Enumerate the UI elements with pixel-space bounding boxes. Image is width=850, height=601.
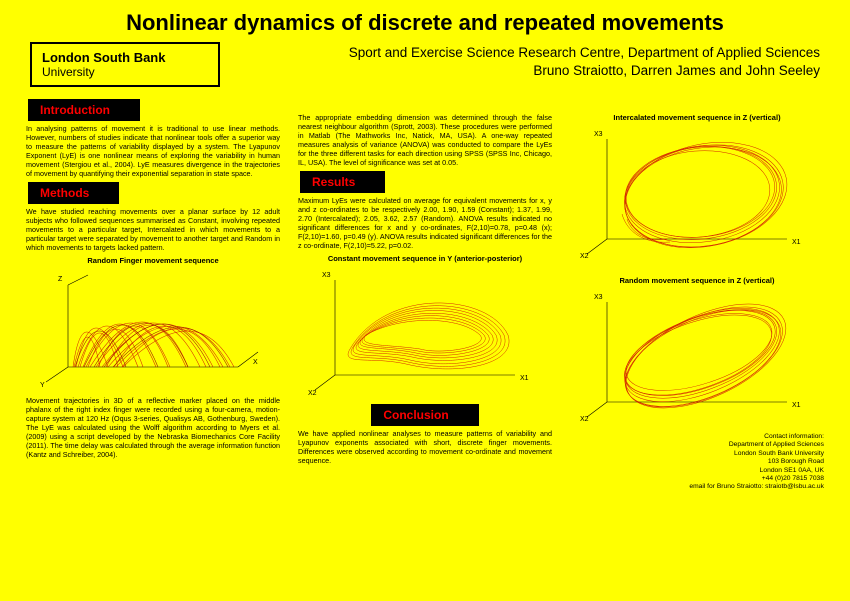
affiliation-dept: Sport and Exercise Science Research Cent… bbox=[234, 44, 820, 62]
contact-line: Department of Applied Sciences bbox=[568, 441, 824, 449]
results-text: Maximum LyEs were calculated on average … bbox=[296, 196, 554, 250]
axis-x2-label: X2 bbox=[308, 390, 317, 397]
section-header-methods: Methods bbox=[28, 182, 119, 204]
chart-random-z: X1 X2 X3 bbox=[568, 287, 826, 427]
axis-x-label: X bbox=[253, 359, 258, 366]
intro-text: In analysing patterns of movement it is … bbox=[24, 124, 282, 178]
axis-x1-label: X1 bbox=[520, 375, 529, 382]
affiliation: Sport and Exercise Science Research Cent… bbox=[234, 42, 820, 80]
axis-y-label: Y bbox=[40, 382, 45, 389]
col2-top-text: The appropriate embedding dimension was … bbox=[296, 113, 554, 167]
contact-line: email for Bruno Straiotto: straiotb@lsbu… bbox=[568, 483, 824, 491]
affiliation-authors: Bruno Straiotto, Darren James and John S… bbox=[234, 62, 820, 80]
institution-line2: University bbox=[42, 65, 208, 79]
columns: Introduction In analysing patterns of mo… bbox=[0, 95, 850, 492]
chart-title-random-finger: Random Finger movement sequence bbox=[24, 256, 282, 265]
column-2: The appropriate embedding dimension was … bbox=[296, 95, 554, 492]
axis-x3-label: X3 bbox=[594, 294, 603, 301]
contact-line: +44 (0)20 7815 7038 bbox=[568, 475, 824, 483]
institution-line1: London South Bank bbox=[42, 50, 208, 65]
chart-intercalated-z: X1 X2 X3 bbox=[568, 124, 826, 264]
contact-line: 103 Borough Road bbox=[568, 458, 824, 466]
axis-x1-label: X1 bbox=[792, 239, 801, 246]
conclusion-text: We have applied nonlinear analyses to me… bbox=[296, 429, 554, 465]
chart-title-constant-y: Constant movement sequence in Y (anterio… bbox=[296, 254, 554, 263]
column-3: Intercalated movement sequence in Z (ver… bbox=[568, 95, 826, 492]
section-header-conclusion: Conclusion bbox=[371, 404, 478, 426]
chart-random-finger: X Y Z bbox=[24, 267, 282, 392]
section-label: Results bbox=[312, 175, 355, 189]
methods-text-1: We have studied reaching movements over … bbox=[24, 207, 282, 252]
axis-x3-label: X3 bbox=[322, 272, 331, 279]
section-label: Conclusion bbox=[383, 408, 448, 422]
chart-constant-y: X1 X2 X3 bbox=[296, 265, 554, 400]
axis-x2-label: X2 bbox=[580, 253, 589, 260]
axis-x1-label: X1 bbox=[792, 402, 801, 409]
chart-title-intercalated-z: Intercalated movement sequence in Z (ver… bbox=[568, 113, 826, 122]
column-1: Introduction In analysing patterns of mo… bbox=[24, 95, 282, 492]
section-header-intro: Introduction bbox=[28, 99, 140, 121]
axis-z-label: Z bbox=[58, 276, 63, 283]
axis-x2-label: X2 bbox=[580, 416, 589, 423]
contact-line: London SE1 0AA, UK bbox=[568, 467, 824, 475]
section-label: Introduction bbox=[40, 103, 110, 117]
methods-text-2: Movement trajectories in 3D of a reflect… bbox=[24, 396, 282, 459]
institution-box: London South Bank University bbox=[30, 42, 220, 87]
header-row: London South Bank University Sport and E… bbox=[0, 42, 850, 95]
contact-block: Contact information: Department of Appli… bbox=[568, 427, 826, 492]
section-header-results: Results bbox=[300, 171, 385, 193]
axis-x3-label: X3 bbox=[594, 131, 603, 138]
contact-line: London South Bank University bbox=[568, 450, 824, 458]
chart-title-random-z: Random movement sequence in Z (vertical) bbox=[568, 276, 826, 285]
contact-line: Contact information: bbox=[568, 433, 824, 441]
poster-title: Nonlinear dynamics of discrete and repea… bbox=[0, 0, 850, 42]
section-label: Methods bbox=[40, 186, 89, 200]
